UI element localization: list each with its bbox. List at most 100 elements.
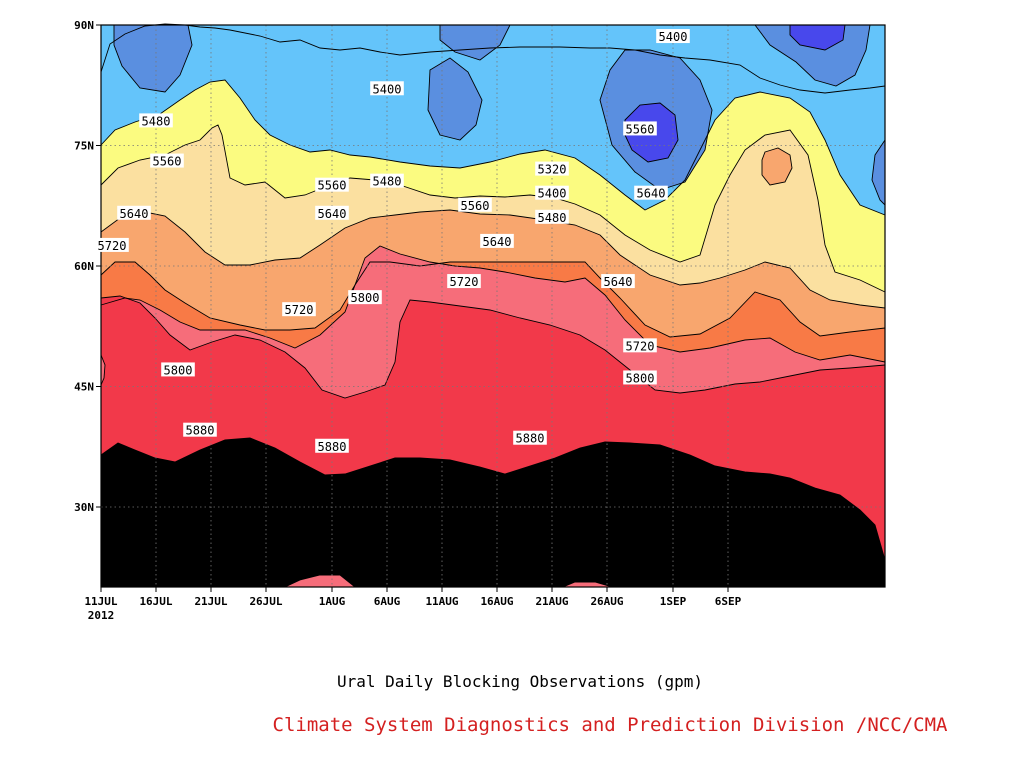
- contour-line: [100, 245, 886, 363]
- contour-label-bg: [315, 438, 349, 453]
- contour-label: 5720: [623, 338, 657, 353]
- x-tick-label: 21AUG: [535, 595, 568, 608]
- contour-label-bg: [183, 422, 217, 437]
- contour-label: 5480: [370, 173, 404, 189]
- contour-label: 5640: [117, 205, 151, 221]
- x-tick-label: 11JUL: [84, 595, 117, 608]
- contour-label: 5480: [535, 209, 569, 225]
- x-tick-label: 21JUL: [194, 595, 227, 608]
- contour-label-bg: [535, 185, 569, 200]
- contour-label-bg: [480, 233, 514, 248]
- y-tick-label: 30N: [74, 501, 94, 514]
- contour-label-text: 5560: [153, 155, 182, 169]
- contour-label-bg: [315, 205, 349, 220]
- contour-label: 5720: [447, 274, 481, 289]
- contour-label-text: 5560: [626, 122, 655, 136]
- contour-label-bg: [535, 209, 569, 224]
- contour-label: 5640: [480, 233, 514, 249]
- contour-label-text: 5320: [538, 163, 567, 177]
- axis-ticks: 11JUL 16JUL 21JUL 26JUL 1AUG 6AUG 11AUG 16AUG 21…: [74, 19, 741, 622]
- contour-labels: 5400 5400 5480 5560 5560 5320 5480 5560 5400 5640…: [95, 29, 690, 454]
- contour-label: 5800: [623, 370, 657, 385]
- contour-label-bg: [601, 274, 635, 289]
- contour-band: [101, 438, 885, 587]
- contour-label: 5480: [139, 113, 173, 128]
- contour-label-text: 5720: [285, 303, 314, 317]
- contour-label-bg: [348, 290, 382, 305]
- contour-label-bg: [95, 237, 129, 252]
- contour-cell: [113, 24, 193, 93]
- contour-label: 5640: [315, 205, 349, 221]
- contour-label: 5880: [513, 430, 547, 446]
- contour-label-text: 5640: [604, 275, 633, 289]
- y-tick-label: 90N: [74, 19, 94, 32]
- contour-label-bg: [139, 113, 173, 128]
- contour-label-text: 5640: [483, 235, 512, 249]
- contour-label-text: 5400: [659, 30, 688, 44]
- contour-label: 5560: [458, 197, 492, 213]
- contour-label: 5640: [601, 274, 635, 289]
- contour-label: 5400: [535, 185, 569, 201]
- contour-label-text: 5880: [516, 432, 545, 446]
- contour-label-text: 5640: [120, 207, 149, 221]
- x-tick-label: 16AUG: [480, 595, 513, 608]
- contour-label-text: 5400: [538, 187, 567, 201]
- contour-label: 5560: [315, 177, 349, 193]
- contour-line: [100, 295, 886, 399]
- contour-label-text: 5880: [186, 424, 215, 438]
- contour-label-bg: [634, 185, 668, 200]
- contour-lines: [100, 23, 886, 561]
- contour-label: 5880: [315, 438, 349, 454]
- x-tick-label: 1SEP: [660, 595, 687, 608]
- contour-label: 5400: [370, 81, 404, 96]
- contour-label-text: 5720: [98, 239, 127, 253]
- contour-label-bg: [282, 302, 316, 317]
- contour-line: [100, 79, 886, 216]
- y-tick-label: 75N: [74, 140, 94, 153]
- contour-label: 5720: [282, 302, 316, 317]
- x-tick-label: 1AUG: [319, 595, 346, 608]
- contour-label: 5800: [348, 290, 382, 305]
- contour-label-bg: [623, 370, 657, 385]
- contour-label-bg: [315, 177, 349, 192]
- contour-line: [100, 437, 886, 561]
- contour-fills: [100, 24, 886, 588]
- contour-label: 5720: [95, 237, 129, 253]
- contour-label-text: 5720: [626, 339, 655, 353]
- contour-label: 5560: [150, 153, 184, 169]
- contour-cell: [761, 147, 793, 186]
- x-tick-label: 11AUG: [425, 595, 458, 608]
- contour-label-text: 5800: [626, 371, 655, 385]
- contour-label-bg: [623, 121, 657, 136]
- y-tick-label: 45N: [74, 381, 94, 394]
- contour-label-bg: [117, 205, 151, 220]
- contour-label-bg: [513, 430, 547, 445]
- contour-label: 5640: [634, 185, 668, 201]
- x-tick-label: 6SEP: [715, 595, 742, 608]
- chart-title: Ural Daily Blocking Observations (gpm): [336, 672, 704, 691]
- y-tick-label: 60N: [74, 260, 94, 273]
- contour-label-text: 5560: [318, 179, 347, 193]
- contour-label-bg: [623, 338, 657, 353]
- contour-line: [100, 23, 886, 94]
- contour-label-text: 5800: [351, 291, 380, 305]
- contour-label-text: 5480: [142, 114, 171, 128]
- x-year-label: 2012: [88, 609, 115, 622]
- grid-lines: [101, 25, 885, 587]
- contour-label-text: 5800: [164, 363, 193, 377]
- contour-label: 5800: [161, 362, 195, 377]
- x-tick-label: 6AUG: [374, 595, 401, 608]
- contour-label-text: 5640: [318, 207, 347, 221]
- contour-label-bg: [370, 173, 404, 188]
- contour-label-bg: [656, 29, 690, 44]
- contour-label: 5320: [535, 161, 569, 177]
- contour-label-text: 5480: [373, 175, 402, 189]
- contour-label-bg: [150, 153, 184, 168]
- contour-line: [100, 124, 886, 293]
- plot-frame: [100, 24, 886, 588]
- contour-cell: [427, 57, 483, 141]
- contour-label: 5560: [623, 121, 657, 136]
- x-tick-label: 26JUL: [249, 595, 282, 608]
- contour-label-text: 5560: [461, 199, 490, 213]
